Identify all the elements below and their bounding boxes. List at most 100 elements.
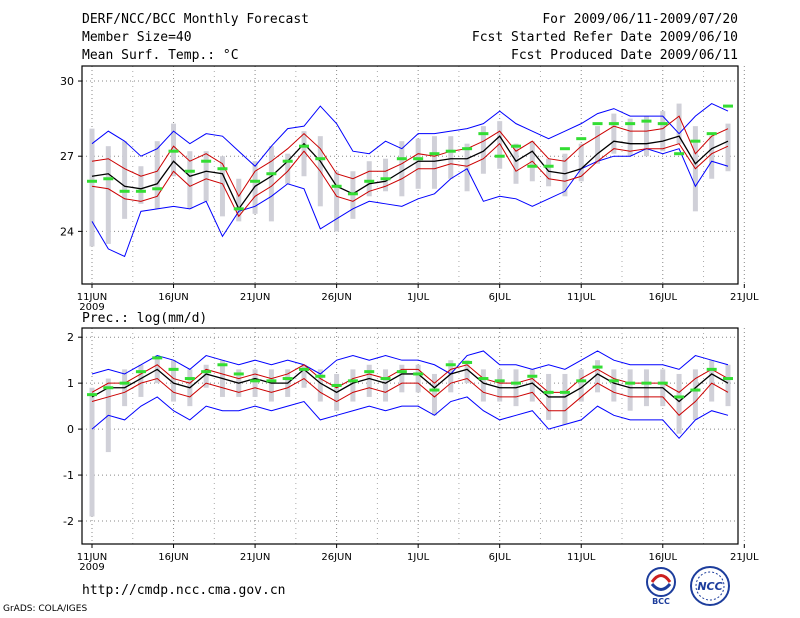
spread-box xyxy=(203,364,209,388)
spread-box xyxy=(578,143,584,182)
spread-box xyxy=(643,116,649,157)
x-tick-label: 6JUL xyxy=(489,552,512,563)
variable-label: Mean Surf. Temp.: °C xyxy=(82,48,239,63)
spread-box xyxy=(464,143,470,192)
spread-box xyxy=(595,360,601,393)
started-date: Fcst Started Refer Date 2009/06/10 xyxy=(471,30,738,45)
y-tick-label: -1 xyxy=(63,469,74,482)
spread-box xyxy=(676,103,682,144)
spread-box xyxy=(627,369,633,411)
chart-title: DERF/NCC/BCC Monthly Forecast xyxy=(82,12,309,27)
x-tick-label: 21JUL xyxy=(730,552,759,563)
spread-box xyxy=(692,369,698,420)
x-year-label: 2009 xyxy=(79,562,104,573)
mean-line xyxy=(91,368,729,403)
spread-box xyxy=(138,364,144,397)
source-url[interactable]: http://cmdp.ncc.cma.gov.cn xyxy=(82,583,286,598)
spread-box xyxy=(709,136,715,179)
spread-box xyxy=(383,158,389,192)
spread-box xyxy=(105,146,111,244)
x-tick-label: 11JUL xyxy=(567,292,596,303)
spread-box xyxy=(725,364,731,407)
spread-box xyxy=(122,141,128,219)
spread-box xyxy=(562,153,568,197)
spread-box xyxy=(89,387,95,517)
x-tick-label: 21JUL xyxy=(730,292,759,303)
forecast-period: For 2009/06/11-2009/07/20 xyxy=(542,12,738,27)
spread-box xyxy=(431,373,437,416)
spread-box xyxy=(529,369,535,402)
spread-box xyxy=(464,360,470,384)
spread-box xyxy=(497,369,503,402)
x-tick-label: 11JUL xyxy=(567,552,596,563)
spread-box xyxy=(203,151,209,202)
spread-box xyxy=(268,369,274,402)
upper-line xyxy=(91,115,729,198)
spread-box xyxy=(334,171,340,232)
y-tick-label: 0 xyxy=(67,423,74,436)
x-tick-label: 6JUL xyxy=(489,292,512,303)
spread-box xyxy=(366,364,372,397)
y-tick-label: 1 xyxy=(67,377,74,390)
x-tick-label: 26JUN xyxy=(321,552,351,563)
spread-box xyxy=(171,360,177,402)
x-tick-label: 16JUN xyxy=(158,292,188,303)
plot-frame xyxy=(81,65,739,285)
bcc-logo-text: BCC xyxy=(652,597,670,605)
x-year-label: 2009 xyxy=(79,302,104,313)
bcc-logo: BCC xyxy=(646,567,676,605)
spread-box xyxy=(317,369,323,402)
member-size-label: Member Size=40 xyxy=(82,30,192,45)
spread-box xyxy=(268,146,274,222)
ncc-logo-text: NCC xyxy=(697,580,722,593)
y-tick-label: -2 xyxy=(63,515,74,528)
spread-box xyxy=(611,113,617,154)
y-tick-label: 27 xyxy=(60,150,74,163)
spread-box xyxy=(383,369,389,402)
spread-box xyxy=(497,121,503,169)
y-tick-label: 24 xyxy=(60,225,74,238)
y-tick-label: 30 xyxy=(60,75,74,88)
spread-box xyxy=(187,151,193,209)
produced-date: Fcst Produced Date 2009/06/11 xyxy=(511,48,738,63)
spread-box xyxy=(513,143,519,184)
spread-box xyxy=(448,360,454,393)
spread-box xyxy=(301,364,307,388)
spread-box xyxy=(138,166,144,204)
upper-line xyxy=(91,364,729,393)
spread-box xyxy=(562,373,568,425)
lower-line xyxy=(91,377,729,417)
spread-box xyxy=(415,138,421,189)
grads-credit: GrADS: COLA/IGES xyxy=(3,604,88,614)
x-tick-label: 1JUL xyxy=(407,552,430,563)
spread-box xyxy=(285,153,291,184)
x-tick-label: 21JUN xyxy=(240,552,270,563)
mean-line xyxy=(91,135,729,211)
spread-box xyxy=(676,373,682,434)
max-line xyxy=(91,350,729,375)
spread-box xyxy=(709,360,715,402)
spread-box xyxy=(480,126,486,174)
min-line xyxy=(91,396,729,440)
spread-box xyxy=(399,364,405,393)
spread-box xyxy=(431,136,437,189)
spread-box xyxy=(480,369,486,402)
y-tick-label: 2 xyxy=(67,331,74,344)
spread-box xyxy=(89,128,95,247)
x-tick-label: 11JUN xyxy=(77,292,107,303)
max-line xyxy=(91,103,729,167)
spread-box xyxy=(350,369,356,402)
spread-box xyxy=(252,369,258,397)
spread-box xyxy=(660,111,666,152)
x-tick-label: 16JUL xyxy=(648,292,677,303)
spread-box xyxy=(399,141,405,197)
x-tick-label: 21JUN xyxy=(240,292,270,303)
spread-box xyxy=(595,126,601,164)
lower-line xyxy=(91,142,729,218)
spread-box xyxy=(578,369,584,402)
ncc-logo: NCC xyxy=(690,566,730,606)
spread-box xyxy=(611,369,617,402)
spread-box xyxy=(448,136,454,179)
spread-box xyxy=(252,161,258,214)
